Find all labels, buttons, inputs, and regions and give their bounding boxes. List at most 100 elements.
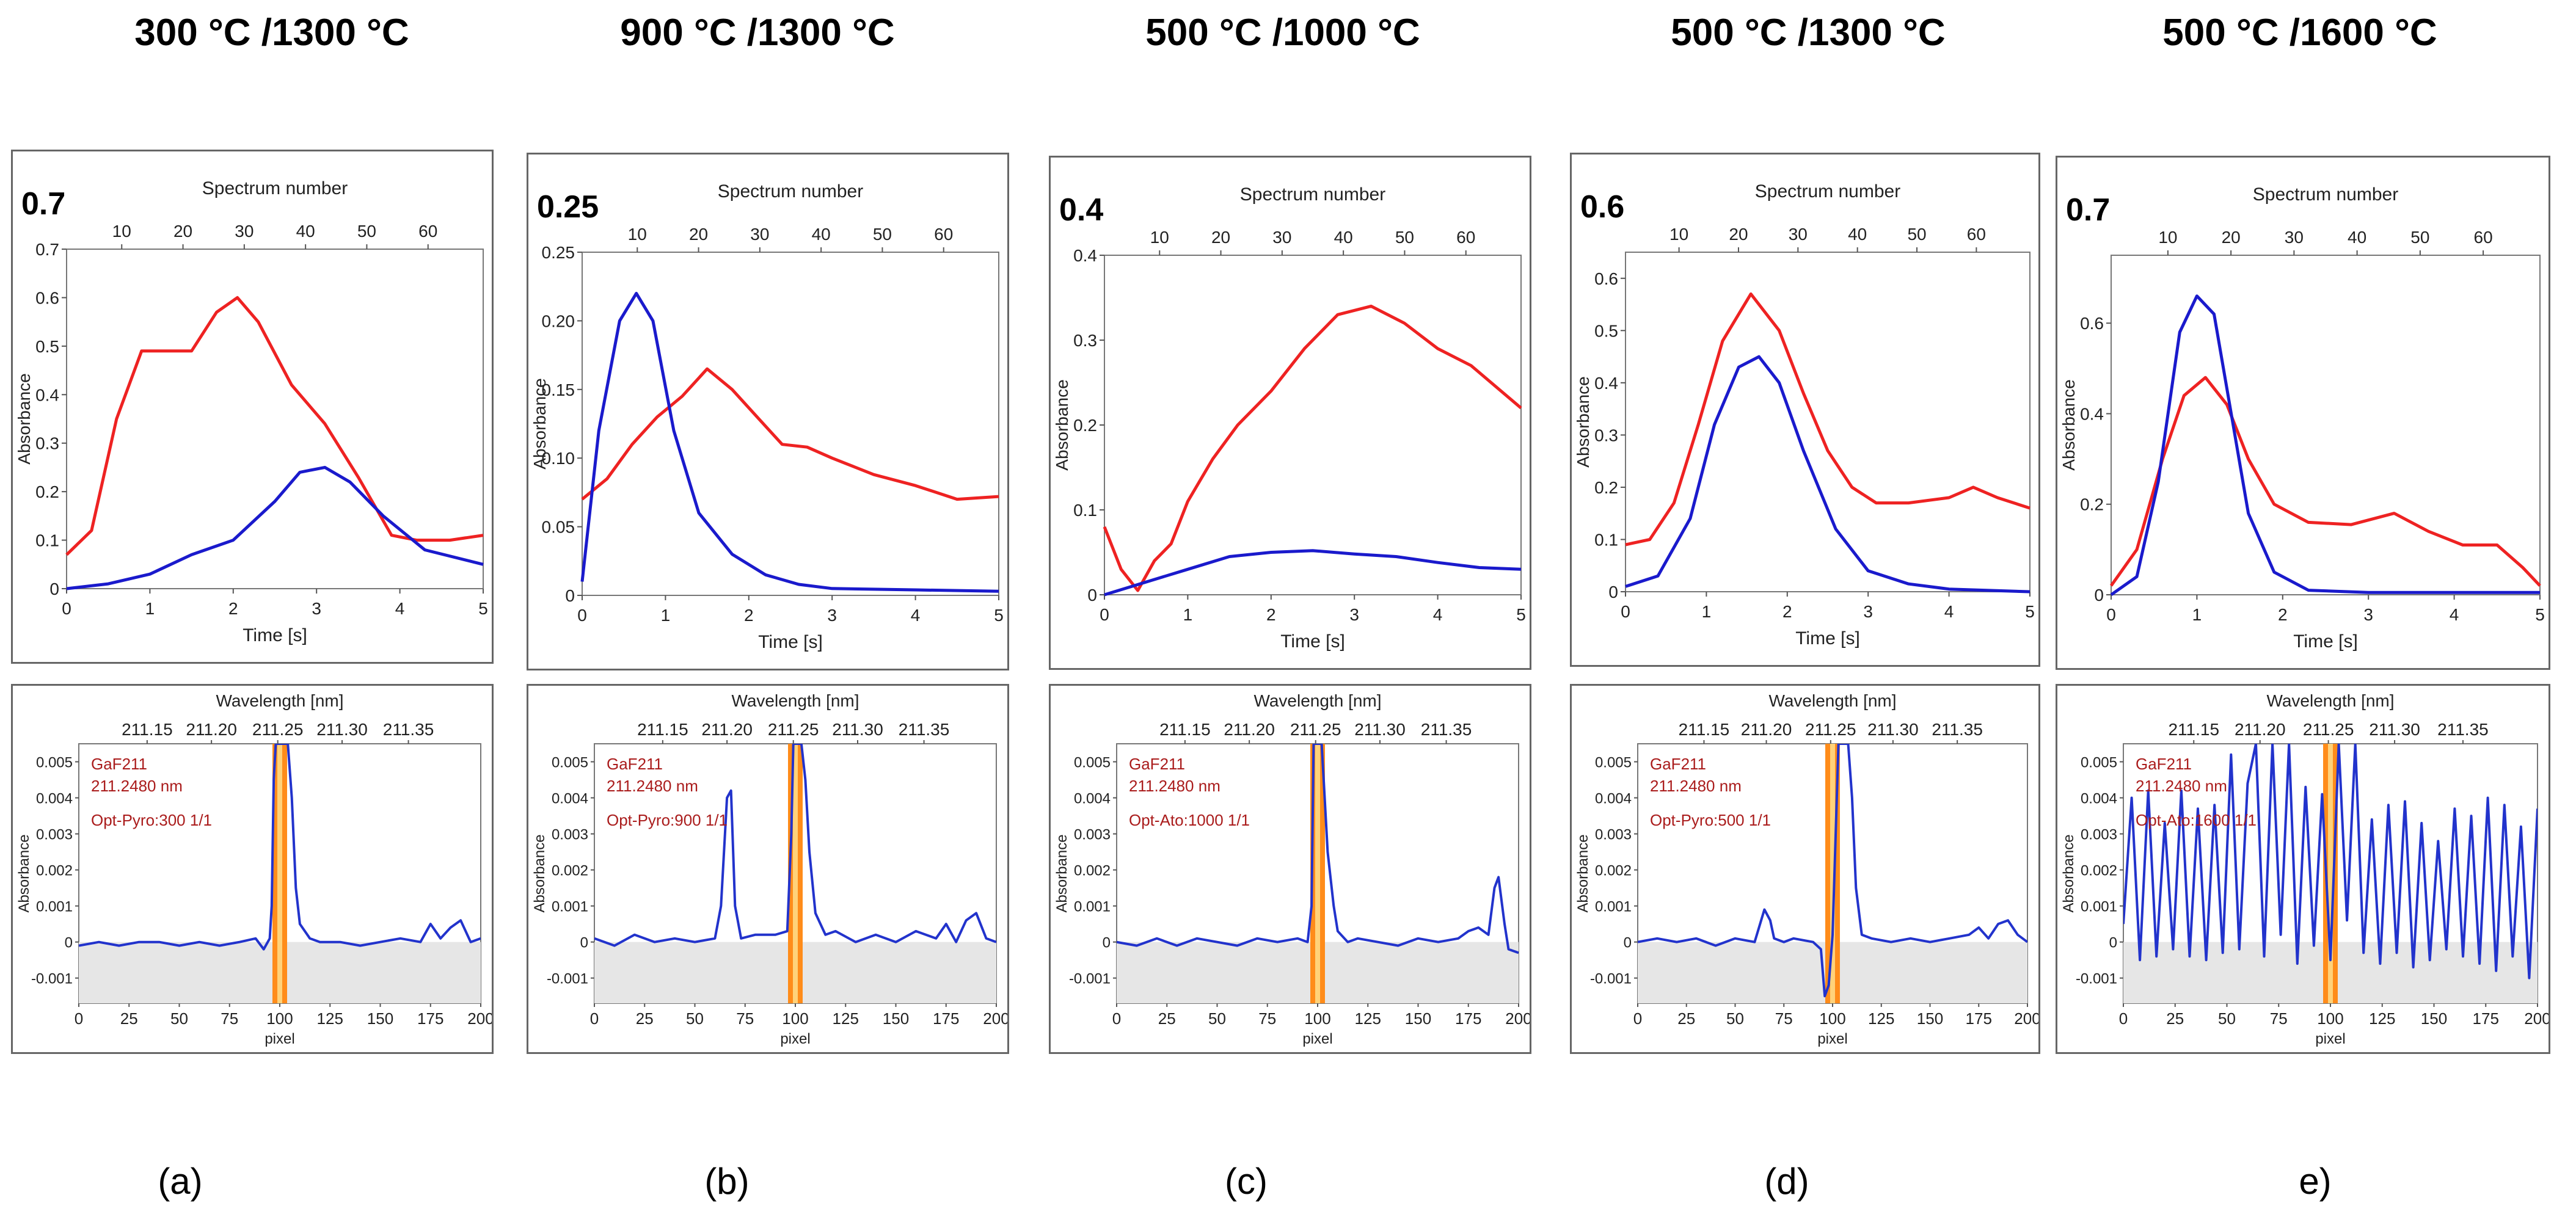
spectrum-chart-svg: Wavelength [nm] 211.15 211.20 211.25 211.30 2… — [1054, 691, 1530, 1047]
x-tick-label: 125 — [833, 1009, 859, 1028]
y-tick-label: 0.15 — [542, 380, 575, 399]
y-tick-label: 0.004 — [552, 791, 588, 807]
y-axis-label: Absorbance — [531, 834, 548, 912]
top-tick-label: 60 — [418, 222, 437, 241]
spectrum-annotation: GaF211 — [1650, 755, 1706, 773]
spectrum-line — [1117, 744, 1519, 954]
top-tick-label: 60 — [2474, 228, 2493, 247]
y-tick-label: 0 — [1608, 583, 1618, 601]
plot-area — [2111, 255, 2541, 595]
y-tick-label: 0.25 — [542, 243, 575, 262]
time-chart-svg: Spectrum number 10 20 30 40 50 60 0 1 2 3 4 5 Time [s… — [2059, 184, 2545, 652]
y-tick-label: 0.004 — [2081, 791, 2117, 807]
x-tick-label: 3 — [1863, 602, 1873, 621]
spectrum-annotation: Opt-Pyro:500 1/1 — [1650, 811, 1771, 829]
series-line-red — [1103, 304, 1522, 592]
y-tick-label: 0.6 — [35, 288, 59, 307]
x-tick-label: 100 — [266, 1009, 293, 1028]
top-tick-label: 50 — [873, 225, 892, 244]
top-axis-label: Wavelength [nm] — [216, 691, 343, 710]
y-tick-label: 0 — [580, 935, 588, 951]
panel-label: (a) — [158, 1161, 203, 1202]
corner-scale-label: 0.7 — [2066, 192, 2111, 228]
top-tick-label: 20 — [1729, 225, 1748, 244]
y-tick-label: 0.004 — [1595, 791, 1632, 807]
y-tick-label: 0 — [65, 935, 73, 951]
y-tick-label: 0.3 — [1073, 331, 1097, 350]
spectrum-annotation: 211.2480 nm — [2136, 777, 2227, 795]
top-tick-label: 211.20 — [2235, 720, 2286, 739]
spectrum-annotation: GaF211 — [1129, 755, 1185, 773]
top-tick-label: 211.20 — [186, 720, 237, 739]
y-tick-label: 0.1 — [1073, 501, 1097, 520]
x-tick-label: 0 — [1100, 605, 1109, 624]
y-tick-label: 0.004 — [36, 791, 73, 807]
x-tick-label: 1 — [1702, 602, 1712, 621]
time-chart-svg: Spectrum number 10 20 30 40 50 60 0 1 2 3 4 5 Time [s… — [1053, 184, 1526, 652]
x-tick-label: 1 — [2192, 605, 2202, 624]
spectrum-line — [1638, 744, 2027, 998]
x-tick-label: 75 — [736, 1009, 754, 1028]
y-tick-label: 0.005 — [36, 755, 73, 771]
y-axis-label: Absorbance — [1574, 376, 1593, 467]
top-tick-label: 211.15 — [1159, 720, 1211, 739]
top-tick-label: 30 — [1789, 225, 1808, 244]
spectrum-annotation: Opt-Pyro:300 1/1 — [91, 811, 212, 829]
y-tick-label: 0.002 — [36, 863, 73, 879]
top-tick-label: 50 — [357, 222, 376, 241]
spectrum-annotation: 211.2480 nm — [91, 777, 183, 795]
series-line-blue — [1625, 355, 2031, 594]
x-tick-label: 100 — [1819, 1009, 1845, 1028]
time-panel: 0.7 Spectrum number 10 20 30 40 50 60 0 1 2 3 4 5 Time… — [11, 150, 494, 664]
y-tick-label: 0.002 — [1074, 863, 1111, 879]
top-tick-label: 40 — [1334, 228, 1353, 247]
y-axis-label: Absorbance — [2060, 834, 2077, 912]
x-tick-label: 0 — [590, 1009, 599, 1028]
top-tick-label: 40 — [2348, 228, 2366, 247]
spectrum-annotation: GaF211 — [91, 755, 147, 773]
y-tick-label: 0.004 — [1074, 791, 1111, 807]
series-line-blue — [66, 465, 484, 590]
x-axis-label: Time [s] — [758, 632, 823, 652]
top-tick-label: 30 — [750, 225, 769, 244]
x-tick-label: 150 — [1917, 1009, 1943, 1028]
top-tick-label: 211.30 — [1354, 720, 1406, 739]
corner-scale-label: 0.6 — [1580, 189, 1625, 225]
x-tick-label: 75 — [1258, 1009, 1276, 1028]
y-tick-label: 0.002 — [2081, 863, 2117, 879]
top-tick-label: 30 — [235, 222, 254, 241]
x-tick-label: 50 — [1726, 1009, 1744, 1028]
x-tick-label: 200 — [467, 1009, 492, 1028]
x-tick-label: 50 — [1208, 1009, 1226, 1028]
x-axis-label: Time [s] — [243, 625, 307, 645]
top-tick-label: 50 — [1907, 225, 1926, 244]
top-tick-label: 211.30 — [2369, 720, 2420, 739]
x-tick-label: 175 — [933, 1009, 959, 1028]
corner-scale-label: 0.4 — [1059, 192, 1104, 228]
y-tick-label: 0.4 — [1073, 246, 1097, 265]
y-tick-label: 0.002 — [1595, 863, 1632, 879]
x-tick-label: 4 — [1433, 605, 1443, 624]
x-tick-label: 175 — [1966, 1009, 1992, 1028]
corner-scale-label: 0.7 — [21, 186, 66, 222]
x-tick-label: 0 — [62, 599, 71, 618]
y-tick-label: 0.1 — [1594, 530, 1618, 549]
y-tick-label: 0.3 — [35, 434, 59, 453]
x-tick-label: 175 — [417, 1009, 443, 1028]
spectrum-panel: Wavelength [nm] 211.15 211.20 211.25 211.30 2… — [11, 684, 494, 1054]
y-tick-label: 0.2 — [2080, 495, 2104, 514]
top-tick-label: 50 — [2410, 228, 2429, 247]
panel-label: (d) — [1764, 1161, 1809, 1202]
x-tick-label: 75 — [1775, 1009, 1793, 1028]
x-tick-label: 75 — [2270, 1009, 2288, 1028]
panel-label: (c) — [1225, 1161, 1268, 1202]
time-panel: 0.7 Spectrum number 10 20 30 40 50 60 0 1 2 3 4 5 Time… — [2056, 156, 2550, 670]
column-title: 500 °C /1000 °C — [1145, 12, 1420, 54]
plot-area — [66, 249, 484, 589]
spectrum-panel: Wavelength [nm] 211.15 211.20 211.25 211.30 2… — [1570, 684, 2040, 1054]
top-tick-label: 211.20 — [701, 720, 753, 739]
y-tick-label: -0.001 — [31, 971, 73, 987]
top-tick-label: 20 — [689, 225, 708, 244]
spectrum-line — [79, 744, 481, 951]
x-tick-label: 2 — [1782, 602, 1792, 621]
